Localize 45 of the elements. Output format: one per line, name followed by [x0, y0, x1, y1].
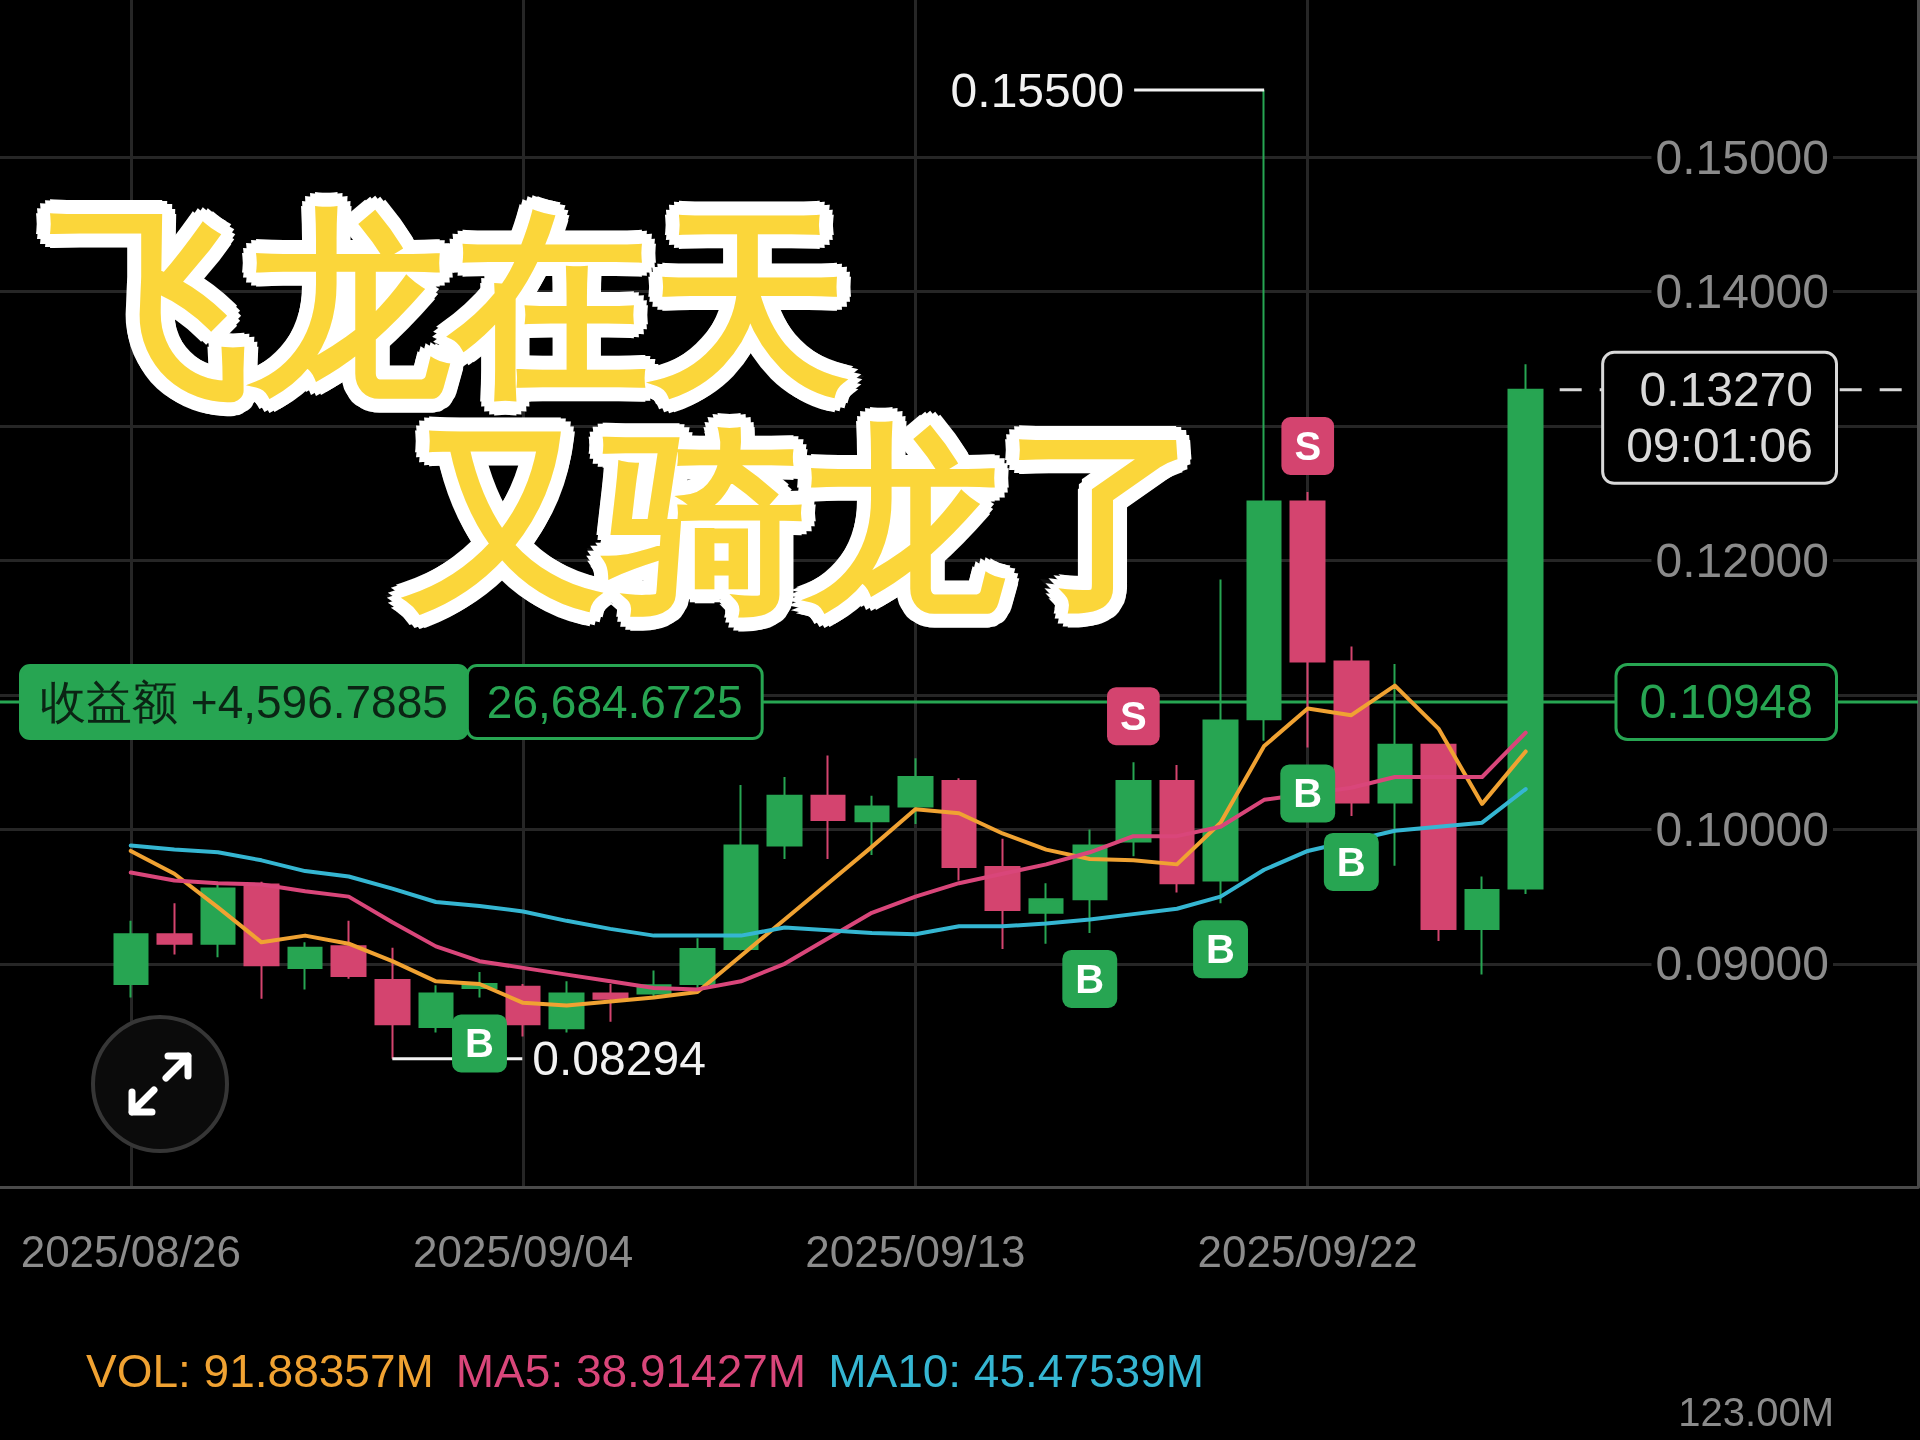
y-tick-label: 0.10000 [1655, 802, 1829, 856]
text: 123.00M [1678, 1390, 1834, 1434]
text: VOL: 91.88357M [86, 1345, 434, 1397]
candlestick [854, 794, 890, 856]
annotation: 0.15500 [950, 63, 1125, 117]
candlestick [200, 883, 236, 959]
y-tick-label: 0.09000 [1655, 937, 1829, 991]
x-tick-label: 2025/09/13 [805, 1226, 1026, 1276]
candlestick [330, 919, 367, 980]
annotation: B [1336, 839, 1366, 884]
candlestick [1115, 761, 1152, 858]
annotation: S [1294, 424, 1322, 469]
candlestick [810, 754, 846, 860]
candlestick [766, 775, 803, 860]
annotation: S [1120, 694, 1147, 739]
x-tick-label: 2025/08/26 [20, 1226, 241, 1276]
candlestick [287, 941, 323, 991]
annotation: B [465, 1021, 494, 1066]
annotation: B [1075, 956, 1105, 1001]
annotation: B [1293, 771, 1323, 816]
candlestick [941, 777, 977, 882]
annotation: 收益额 +4,596.7885 [40, 675, 448, 728]
candlestick [984, 837, 1021, 951]
candlestick [374, 946, 411, 1060]
y-tick-label: 0.15000 [1655, 130, 1829, 184]
y-tick-label: 0.14000 [1655, 265, 1829, 319]
annotation: B [1206, 927, 1235, 972]
annotation: 0.08294 [532, 1032, 706, 1086]
candlestick [1028, 882, 1064, 945]
candlestick [1289, 491, 1326, 749]
candlestick [1159, 763, 1195, 894]
candlestick [113, 919, 149, 999]
text: MA5: 38.91427M [455, 1345, 807, 1397]
candlestick [1464, 875, 1500, 976]
ref-line-label: 0.13270 09:01:06 [1626, 363, 1813, 473]
candlestick [156, 902, 193, 956]
ref-line-label: 0.10948 [1639, 675, 1813, 729]
candlestick [1420, 743, 1457, 942]
candlestick [897, 757, 934, 826]
annotation: 26,684.6725 [486, 675, 743, 728]
x-tick-label: 2025/09/22 [1197, 1226, 1418, 1276]
candlestick [723, 784, 759, 952]
text: MA10: 45.47539M [828, 1345, 1205, 1397]
x-tick-label: 2025/09/04 [412, 1226, 634, 1276]
y-tick-label: 0.12000 [1655, 534, 1829, 588]
